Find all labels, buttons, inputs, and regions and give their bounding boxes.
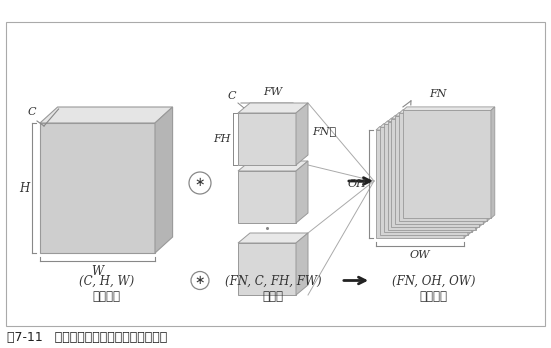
Text: 输出数据: 输出数据 [419,290,447,303]
Polygon shape [391,115,483,119]
Text: ∗: ∗ [195,274,206,286]
Text: H: H [19,182,29,195]
Text: FW: FW [263,87,283,97]
Text: 输入数据: 输入数据 [93,290,120,303]
Text: (FN, C, FH, FW): (FN, C, FH, FW) [225,275,321,288]
Polygon shape [491,107,495,219]
Text: 滤波器: 滤波器 [262,290,284,303]
Text: W: W [91,265,104,278]
Polygon shape [483,112,487,224]
Polygon shape [468,124,472,235]
Polygon shape [403,110,491,219]
Text: C: C [28,107,36,117]
Polygon shape [380,127,468,235]
Polygon shape [387,121,476,230]
Polygon shape [376,127,468,130]
Text: 图7-11   基于多个滤波器的卷积运算的例子: 图7-11 基于多个滤波器的卷积运算的例子 [7,331,168,344]
Text: OW: OW [410,250,430,260]
Text: FH: FH [213,134,231,144]
Polygon shape [238,171,296,223]
Polygon shape [395,116,483,224]
Text: (C, H, W): (C, H, W) [79,275,134,288]
Polygon shape [391,119,479,227]
Text: (FN, OH, OW): (FN, OH, OW) [392,275,475,288]
Text: OH: OH [347,179,366,189]
Polygon shape [399,113,487,221]
Polygon shape [296,103,308,165]
Polygon shape [238,103,308,113]
Polygon shape [472,121,476,232]
Polygon shape [238,233,308,243]
Text: C: C [228,91,236,101]
Polygon shape [403,107,495,110]
Polygon shape [476,118,479,230]
Polygon shape [399,110,491,113]
Polygon shape [238,161,308,171]
Polygon shape [40,123,155,253]
Polygon shape [296,233,308,295]
Text: ∗: ∗ [195,176,206,189]
Polygon shape [376,130,464,238]
Polygon shape [40,107,172,123]
Polygon shape [479,115,483,227]
Text: FN个: FN个 [312,126,336,136]
Polygon shape [380,124,472,127]
Polygon shape [395,112,487,116]
Polygon shape [238,113,296,165]
Polygon shape [387,118,479,121]
Polygon shape [383,121,476,124]
Polygon shape [238,243,296,295]
Text: FN: FN [429,89,447,99]
Polygon shape [296,161,308,223]
Polygon shape [487,110,491,221]
Polygon shape [383,124,472,232]
Polygon shape [464,127,468,238]
Polygon shape [155,107,172,253]
